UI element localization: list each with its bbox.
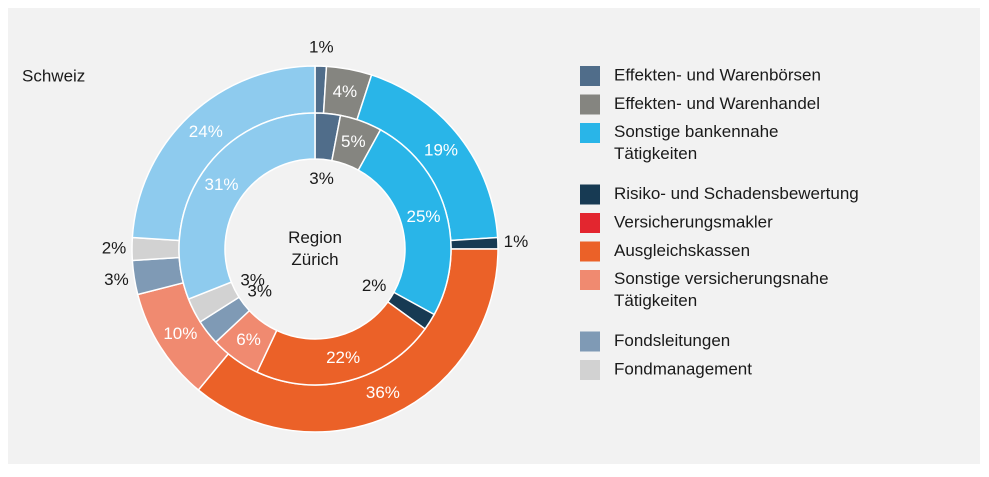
legend-swatch [580,66,600,86]
value-label: 36% [366,383,400,402]
value-label: 3% [240,270,265,289]
value-label: 22% [326,348,360,367]
value-label: 31% [205,175,239,194]
legend-swatch [580,94,600,115]
legend-swatch [580,123,600,143]
legend-label: Effekten- und Warenbörsen [614,65,821,84]
value-label: 2% [102,238,127,257]
donut-segment [131,236,181,262]
legend-label: Sonstige versicherungsnahe Tätigkeiten [614,269,829,310]
legend-swatch [580,213,600,233]
legend-swatch [580,270,600,290]
legend-label: Ausgleichskassen [614,241,750,260]
value-label: 3% [104,270,129,289]
donut-segment [178,112,316,301]
value-label: 5% [341,132,366,151]
value-label: 24% [189,122,223,141]
legend-label: Risiko- und Schadensbewertung [614,184,859,203]
legend-label: Sonstige bankennahe Tätigkeiten [614,122,778,163]
outer-series-name: Schweiz [22,66,85,85]
legend-label: Versicherungsmakler [614,212,773,231]
legend-swatch [580,360,600,380]
inner-series-name: Region Zürich [288,228,342,269]
legend-swatch [580,241,600,262]
legend-label: Effekten- und Warenhandel [614,94,820,113]
legend-swatch [580,184,600,205]
legend-label: Fondsleitungen [614,331,730,350]
value-label: 2% [362,276,387,295]
legend-label: Fondmanagement [614,359,752,378]
value-label: 1% [309,38,334,57]
value-label: 3% [247,281,272,300]
value-label: 19% [424,141,458,160]
value-label: 1% [504,232,529,251]
value-label: 25% [406,207,440,226]
value-label: 6% [236,330,261,349]
value-label: 4% [333,82,358,101]
value-label: 10% [163,324,197,343]
legend-swatch [580,331,600,352]
value-label: 3% [309,169,334,188]
